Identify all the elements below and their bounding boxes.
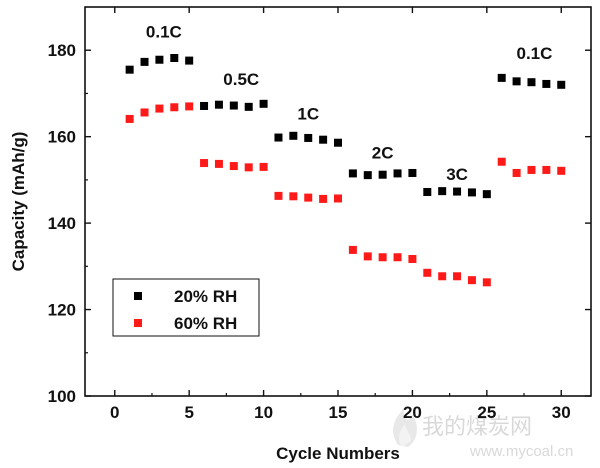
data-point — [527, 78, 536, 87]
y-tick-label: 160 — [48, 128, 76, 147]
legend: 20% RH 60% RH — [112, 278, 260, 337]
data-point — [200, 101, 209, 110]
x-tick-label: 0 — [110, 403, 119, 422]
data-point — [274, 133, 283, 142]
data-point — [155, 55, 164, 64]
data-point — [482, 278, 491, 287]
data-point — [229, 101, 238, 110]
legend-marker — [134, 319, 142, 327]
data-point — [185, 102, 194, 111]
data-point — [423, 268, 432, 277]
data-point — [259, 162, 268, 171]
data-point — [348, 245, 357, 254]
y-tick-label: 180 — [48, 41, 76, 60]
data-point — [185, 56, 194, 65]
data-point — [497, 73, 506, 82]
watermark: 我的煤炭网 www.mycoal.cn — [393, 408, 573, 460]
data-point — [438, 272, 447, 281]
rate-annotations: 0.1C 0.5C 1C 2C 3C 0.1C — [146, 22, 552, 184]
data-point — [453, 272, 462, 281]
y-axis-title: Capacity (mAh/g) — [9, 132, 28, 272]
axes: 0 5 10 15 20 25 30 100 120 140 160 180 Cycle Numbers… — [9, 6, 592, 463]
data-point — [319, 194, 328, 203]
data-point — [363, 171, 372, 180]
rate-label: 0.1C — [516, 44, 552, 63]
data-point — [244, 163, 253, 172]
data-point — [482, 190, 491, 199]
data-point — [423, 187, 432, 196]
data-point — [289, 192, 298, 201]
data-point — [453, 187, 462, 196]
y-tick-label: 120 — [48, 301, 76, 320]
data-point — [140, 57, 149, 66]
data-point — [557, 80, 566, 89]
data-point — [512, 77, 521, 86]
x-tick-label: 15 — [329, 403, 348, 422]
data-point — [542, 165, 551, 174]
data-point — [140, 108, 149, 117]
data-point — [408, 168, 417, 177]
data-point — [378, 170, 387, 179]
data-point — [304, 133, 313, 142]
series-0 — [125, 54, 566, 199]
legend-marker — [134, 292, 142, 300]
x-tick-label: 30 — [552, 403, 571, 422]
rate-label: 3C — [446, 165, 468, 184]
data-point — [170, 103, 179, 112]
data-point — [214, 159, 223, 168]
y-tick-label: 140 — [48, 214, 76, 233]
y-tick-label: 100 — [48, 387, 76, 406]
data-point — [125, 114, 134, 123]
data-point — [467, 188, 476, 197]
data-point — [393, 253, 402, 262]
data-point — [393, 169, 402, 178]
data-point — [527, 165, 536, 174]
rate-label: 1C — [297, 104, 319, 123]
watermark-text: 我的煤炭网 — [422, 414, 532, 439]
legend-label: 20% RH — [174, 287, 237, 306]
data-point — [304, 193, 313, 202]
data-point — [319, 135, 328, 144]
legend-label: 60% RH — [174, 314, 237, 333]
watermark-url: www.mycoal.cn — [469, 443, 573, 460]
data-point — [334, 194, 342, 203]
data-point — [467, 276, 476, 285]
data-point — [378, 253, 387, 262]
data-point — [214, 100, 223, 109]
data-point — [170, 54, 179, 63]
series-1 — [125, 102, 566, 287]
x-tick-label: 25 — [477, 403, 496, 422]
flame-logo-icon — [393, 408, 417, 447]
data-point — [557, 166, 566, 175]
x-tick-label: 20 — [403, 403, 422, 422]
data-point — [512, 168, 521, 177]
data-point — [289, 131, 298, 140]
data-point — [274, 191, 283, 200]
data-point — [200, 159, 209, 168]
plot-area — [125, 54, 566, 287]
data-point — [244, 102, 253, 111]
data-point — [408, 254, 417, 263]
data-point — [363, 252, 372, 261]
x-axis-title: Cycle Numbers — [276, 444, 400, 463]
data-point — [229, 162, 238, 171]
x-tick-label: 10 — [254, 403, 273, 422]
data-point — [125, 65, 134, 74]
rate-label: 0.1C — [146, 22, 182, 41]
rate-label: 0.5C — [223, 70, 259, 89]
rate-label: 2C — [372, 143, 394, 162]
data-point — [542, 79, 551, 88]
data-point — [259, 99, 268, 108]
data-point — [334, 138, 342, 147]
x-tick-label: 5 — [184, 403, 193, 422]
data-point — [348, 169, 357, 178]
data-point — [155, 104, 164, 113]
data-point — [438, 187, 447, 196]
data-point — [497, 157, 506, 166]
